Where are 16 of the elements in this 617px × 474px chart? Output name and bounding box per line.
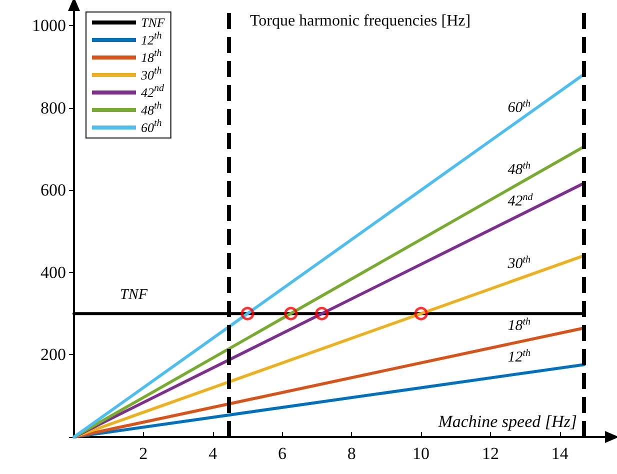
x-tick-label: 6 <box>278 444 286 463</box>
x-tick-label: 2 <box>139 444 148 463</box>
y-tick-label: 600 <box>40 180 66 200</box>
y-tick-label: 400 <box>40 262 66 282</box>
y-tick-label: 800 <box>40 98 66 118</box>
y-tick-label: 1000 <box>32 16 66 36</box>
x-axis-title: Machine speed [Hz] <box>437 412 578 431</box>
x-tick-label: 12 <box>482 444 499 463</box>
x-tick-label: 10 <box>412 444 430 463</box>
x-tick-label: 4 <box>208 444 218 463</box>
x-tick-label: 8 <box>347 444 356 463</box>
x-tick-label: 14 <box>551 444 569 463</box>
chart-title: Torque harmonic frequencies [Hz] <box>250 12 471 30</box>
text: TNF <box>120 287 148 304</box>
legend-label: TNF <box>141 15 166 30</box>
y-tick-label: 200 <box>40 345 66 364</box>
